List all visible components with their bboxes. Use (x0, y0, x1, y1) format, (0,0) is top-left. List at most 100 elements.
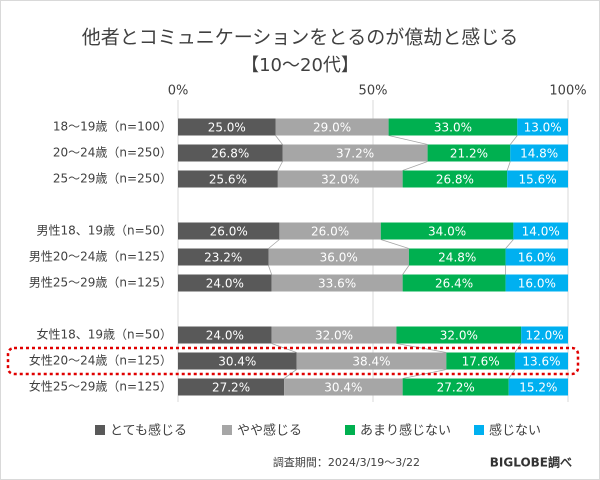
bar-segment (446, 352, 515, 370)
bar-segment (275, 118, 389, 136)
bar-segment (284, 378, 403, 396)
legend-label: 感じない (489, 423, 541, 439)
bar-segment (178, 378, 285, 396)
value-label: 13.0% (524, 121, 562, 135)
bar-segment (508, 378, 568, 396)
connector (268, 265, 272, 275)
value-label: 27.2% (212, 381, 250, 395)
value-label: 32.0% (440, 329, 478, 343)
legend-swatch (345, 425, 355, 435)
connector (268, 239, 280, 249)
value-label: 36.0% (320, 251, 358, 265)
value-label: 17.6% (462, 355, 500, 369)
value-label: 15.2% (519, 381, 557, 395)
source: BIGLOBE調べ (490, 455, 572, 470)
y-tick-label: 男性18、19歳（n=50） (37, 224, 172, 238)
chart-title: 他者とコミュニケーションをとるのが億劫と感じる (82, 27, 519, 49)
highlight-box (6, 346, 580, 376)
value-label: 26.0% (311, 225, 349, 239)
bar-segment (277, 170, 403, 188)
bar-segment (268, 248, 409, 266)
connector (402, 265, 410, 275)
value-label: 15.6% (519, 173, 557, 187)
legend-label: あまり感じない (360, 423, 451, 439)
value-label: 24.0% (206, 329, 244, 343)
y-tick-label: 男性25～29歳（n=125） (29, 276, 172, 290)
connector (277, 161, 283, 171)
value-label: 23.2% (204, 251, 242, 265)
x-tick-label: 0% (168, 84, 189, 99)
value-label: 30.4% (218, 355, 256, 369)
y-tick-label: 女性25～29歳（n=125） (29, 379, 172, 394)
bar-segment (396, 326, 522, 344)
y-tick-label: 18～19歳（n=100） (53, 120, 172, 134)
bar-segment (271, 274, 403, 292)
bar-segment (521, 326, 568, 344)
value-label: 30.4% (324, 381, 362, 395)
value-label: 26.4% (435, 277, 473, 291)
bar-segment (282, 144, 428, 162)
connector (396, 343, 447, 353)
value-label: 14.0% (522, 225, 560, 239)
period: 調査期間：2024/3/19～3/22 (273, 455, 420, 469)
value-label: 16.0% (518, 277, 556, 291)
bar-segment (505, 248, 568, 266)
value-label: 29.0% (313, 121, 351, 135)
bar-segment (513, 222, 568, 240)
bar-segment (505, 274, 568, 292)
bar-segment (178, 222, 280, 240)
value-label: 13.6% (522, 355, 560, 369)
bar-segment (402, 274, 506, 292)
value-label: 37.2% (336, 147, 374, 161)
bar-segment (178, 170, 278, 188)
legend-label: とても感じる (110, 423, 187, 439)
y-tick-label: 女性18、19歳（n=50） (37, 327, 172, 342)
bar-segment (178, 274, 272, 292)
bar-segment (514, 352, 568, 370)
bar-segment (408, 248, 506, 266)
x-tick-label: 50% (359, 84, 388, 99)
connector (275, 135, 283, 145)
bar-segment (178, 144, 283, 162)
connector (402, 369, 447, 379)
value-label: 33.0% (434, 121, 472, 135)
bar-segment (178, 248, 269, 266)
bar-segment (510, 144, 568, 162)
value-label: 21.2% (450, 147, 488, 161)
bar-segment (279, 222, 381, 240)
bar-segment (507, 170, 568, 188)
bar-segment (178, 326, 272, 344)
bar-segment (178, 118, 276, 136)
chart-subtitle: 【10～20代】 (241, 55, 359, 76)
value-label: 27.2% (437, 381, 475, 395)
value-label: 16.0% (518, 251, 556, 265)
legend-swatch (95, 425, 105, 435)
x-tick-label: 100% (549, 84, 586, 99)
value-label: 26.0% (210, 225, 248, 239)
legend-swatch (474, 425, 484, 435)
legend-label: やや感じる (237, 423, 302, 439)
legend-swatch (222, 425, 232, 435)
value-label: 14.8% (520, 147, 558, 161)
connector (509, 135, 518, 145)
bar-segment (271, 326, 397, 344)
value-label: 25.0% (208, 121, 246, 135)
bar-segment (296, 352, 447, 370)
bar-segment (402, 170, 508, 188)
value-label: 25.6% (209, 173, 247, 187)
y-tick-label: 男性20～24歳（n=125） (29, 250, 172, 264)
value-label: 12.0% (526, 329, 564, 343)
bar-segment (427, 144, 511, 162)
y-tick-label: 女性20～24歳（n=125） (29, 353, 172, 368)
value-label: 32.0% (321, 173, 359, 187)
value-label: 26.8% (436, 173, 474, 187)
value-label: 33.6% (318, 277, 356, 291)
connector (506, 161, 511, 171)
y-tick-label: 20～24歳（n=250） (53, 146, 172, 160)
connector (505, 239, 514, 249)
value-label: 32.0% (315, 329, 353, 343)
bar-segment (178, 352, 297, 370)
connector (388, 135, 428, 145)
